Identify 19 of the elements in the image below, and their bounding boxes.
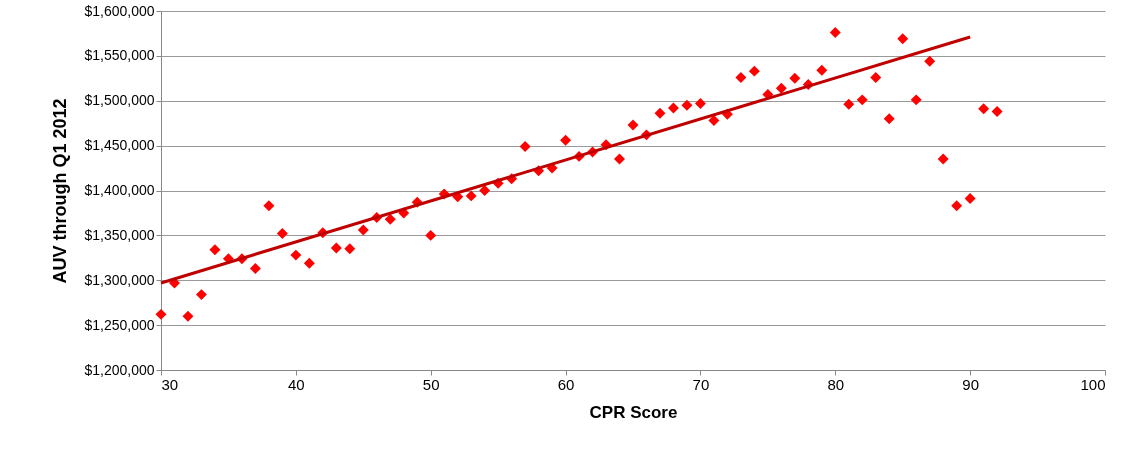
x-tick-label: 60 xyxy=(557,375,575,393)
y-tick-label: $1,600,000 xyxy=(84,2,155,19)
y-tick-label: $1,350,000 xyxy=(84,226,155,243)
x-tick-label: 30 xyxy=(161,375,179,393)
x-tick-label: 100 xyxy=(1080,375,1106,393)
x-tick-label: 80 xyxy=(827,375,845,393)
x-tick-label: 50 xyxy=(422,375,440,393)
y-axis-title: AUV through Q1 2012 xyxy=(50,98,71,284)
x-axis-title: CPR Score xyxy=(589,402,678,422)
y-tick-label: $1,500,000 xyxy=(84,92,155,109)
x-tick-label: 90 xyxy=(962,375,979,393)
y-tick-label: $1,400,000 xyxy=(84,182,155,198)
x-tick-label: 40 xyxy=(288,375,305,393)
y-tick-label: $1,550,000 xyxy=(84,47,155,64)
y-tick-label: $1,450,000 xyxy=(84,137,155,154)
y-tick-label: $1,250,000 xyxy=(84,316,155,333)
y-tick-label: $1,300,000 xyxy=(84,271,155,288)
y-tick-label: $1,200,000 xyxy=(84,361,155,378)
x-tick-label: 70 xyxy=(692,375,710,393)
